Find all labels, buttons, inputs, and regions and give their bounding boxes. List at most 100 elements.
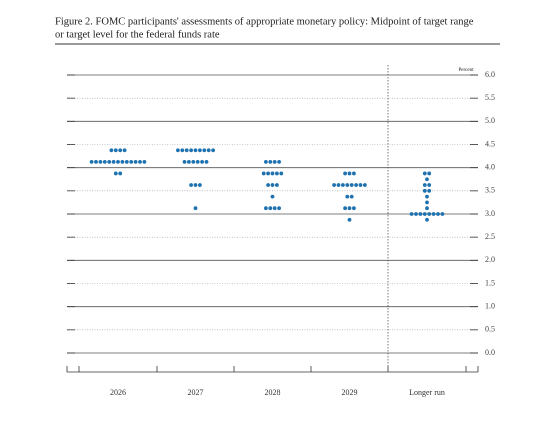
dot: [352, 206, 356, 211]
dot: [341, 183, 345, 187]
dot: [118, 171, 123, 176]
dot: [336, 183, 341, 187]
dot: [422, 183, 427, 187]
x-tick-label: 2027: [188, 388, 204, 397]
dot: [427, 171, 432, 176]
dot: [107, 159, 112, 164]
dot: [343, 171, 347, 176]
dot: [347, 171, 352, 176]
dot: [264, 159, 268, 164]
dot: [272, 206, 277, 211]
dot: [94, 159, 98, 164]
dot: [193, 206, 198, 211]
chart-title: or target level for the federal funds ra…: [55, 29, 220, 40]
y-tick-label: 1.5: [485, 278, 495, 287]
dot: [277, 159, 281, 164]
dot: [195, 159, 200, 164]
dot: [275, 183, 279, 187]
dot: [363, 183, 367, 187]
y-tick-label: 5.0: [485, 116, 495, 125]
y-tick-label: 5.5: [485, 93, 495, 102]
dot: [264, 206, 268, 211]
dot: [200, 159, 205, 164]
dot: [202, 148, 207, 153]
dot: [349, 194, 354, 199]
dot: [189, 183, 194, 187]
dot: [414, 212, 418, 216]
x-tick-label: 2029: [342, 388, 358, 397]
dot: [142, 159, 147, 164]
y-tick-label: 2.0: [485, 255, 495, 264]
dot: [345, 183, 350, 187]
dot: [268, 159, 273, 164]
dot: [427, 183, 432, 187]
dot: [118, 148, 123, 153]
dot: [266, 171, 270, 176]
dot: [352, 171, 356, 176]
y-tick-label: 6.0: [485, 70, 495, 79]
dot: [198, 148, 202, 153]
x-tick-label: 2028: [265, 388, 281, 397]
x-tick-label: 2026: [110, 388, 126, 397]
dot: [425, 200, 429, 205]
dot: [354, 183, 358, 187]
dot: [343, 206, 347, 211]
dot: [193, 183, 198, 187]
dot: [409, 212, 414, 216]
y-tick-label: 4.0: [485, 162, 495, 171]
dot: [436, 212, 440, 216]
dot: [124, 159, 129, 164]
y-tick-label: 3.5: [485, 186, 495, 195]
dot: [133, 159, 138, 164]
dot: [182, 159, 187, 164]
y-tick-label: 2.5: [485, 232, 495, 241]
dot: [211, 148, 216, 153]
dot: [138, 159, 142, 164]
dot: [184, 148, 189, 153]
dot: [422, 212, 427, 216]
dot: [345, 194, 350, 199]
dot: [272, 159, 277, 164]
dot: [268, 206, 273, 211]
dot: [116, 159, 120, 164]
dot: [102, 159, 107, 164]
dot: [198, 183, 202, 187]
dot: [270, 194, 275, 199]
dot: [418, 212, 423, 216]
dot: [187, 159, 191, 164]
dot: [98, 159, 103, 164]
dot: [189, 148, 194, 153]
dot: [279, 171, 284, 176]
dot: [180, 148, 185, 153]
chart-title: Figure 2. FOMC participants' assessments…: [55, 16, 474, 27]
dot: [193, 148, 198, 153]
dot: [204, 159, 209, 164]
dot: [347, 206, 352, 211]
x-tick-label: Longer run: [409, 388, 445, 397]
dot: [427, 188, 432, 193]
dot: [113, 148, 118, 153]
dot: [270, 183, 275, 187]
dot: [440, 212, 445, 216]
dot: [122, 148, 127, 153]
dot: [427, 212, 432, 216]
dot: [332, 183, 336, 187]
dot: [425, 194, 429, 199]
dot: [109, 148, 114, 153]
y-tick-label: 0.0: [485, 348, 495, 357]
dot: [176, 148, 180, 153]
dot: [422, 188, 427, 193]
dot: [120, 159, 125, 164]
dot: [431, 212, 436, 216]
dot: [349, 183, 354, 187]
dot: [266, 183, 270, 187]
dot: [111, 159, 116, 164]
dot: [347, 217, 352, 222]
y-tick-label: 3.0: [485, 209, 495, 218]
y-tick-label: 1.0: [485, 301, 495, 310]
y-unit: Percent: [459, 68, 475, 73]
dot: [425, 206, 429, 211]
dot: [358, 183, 363, 187]
dot: [89, 159, 94, 164]
